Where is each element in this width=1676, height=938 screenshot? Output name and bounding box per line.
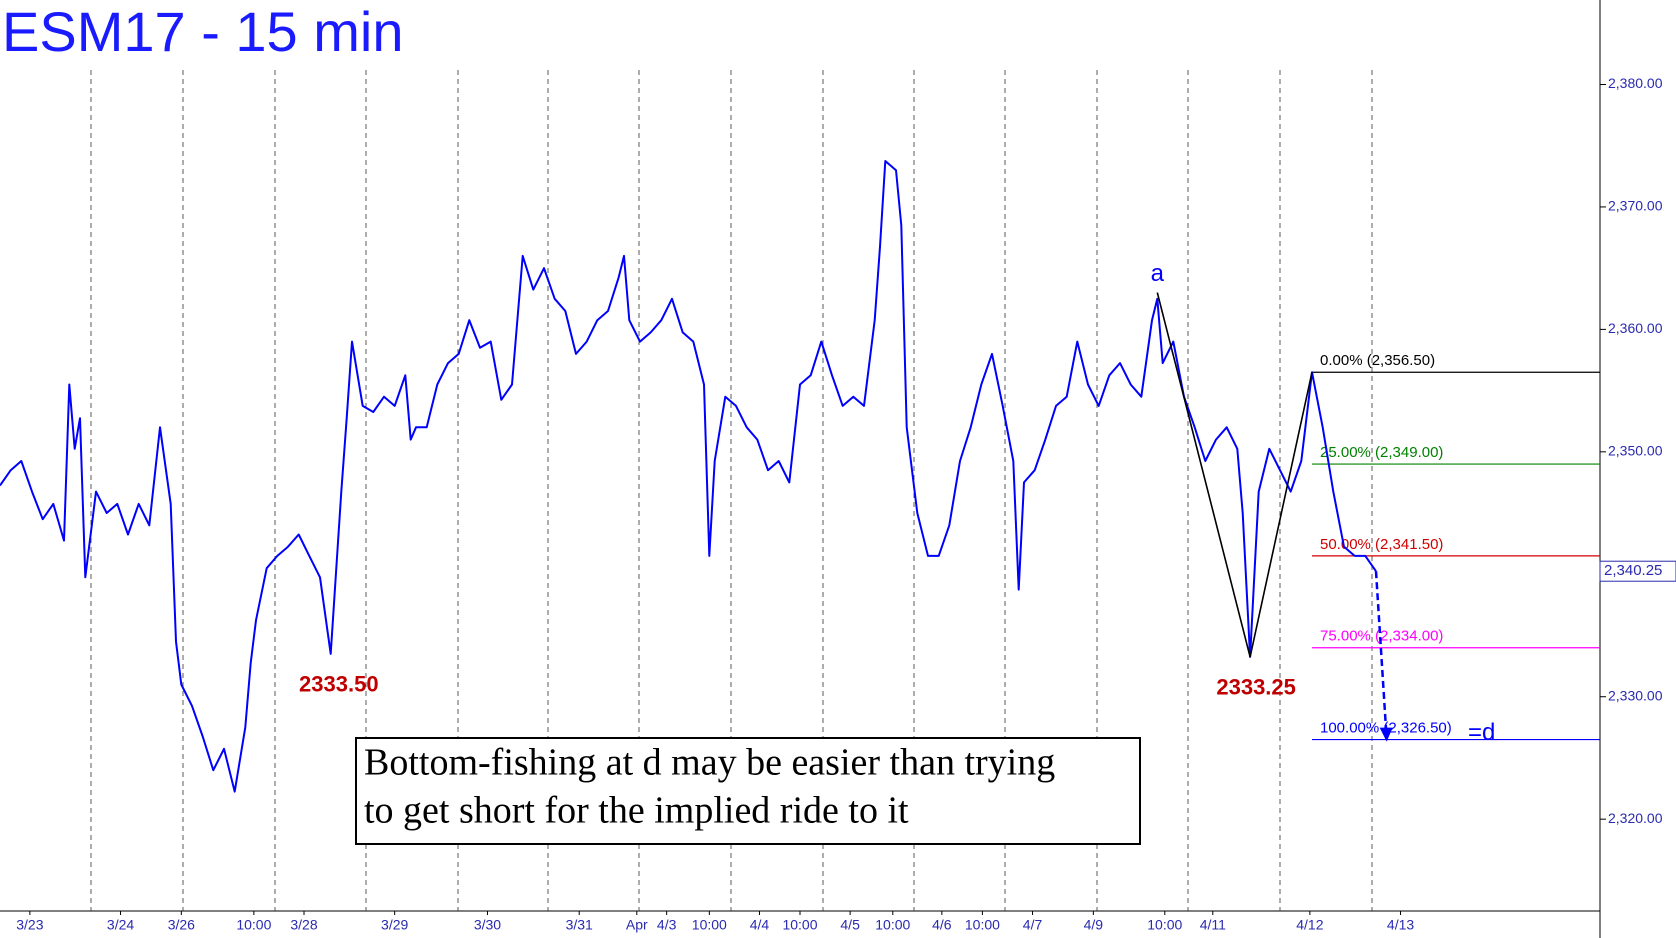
y-tick-label: 2,320.00	[1608, 810, 1663, 826]
x-tick-label: 3/23	[16, 917, 43, 933]
fib-label: 75.00% (2,334.00)	[1320, 628, 1443, 645]
annotation: 2333.25	[1216, 675, 1296, 700]
x-tick-label: 4/13	[1387, 917, 1414, 933]
x-tick-label: 4/4	[750, 917, 770, 933]
last-price-label: 2,340.25	[1604, 562, 1662, 579]
x-tick-label: 4/6	[932, 917, 952, 933]
note-box	[355, 737, 1141, 845]
x-tick-label: Apr	[626, 917, 648, 933]
target-label: =d	[1468, 719, 1495, 746]
x-tick-label: 4/12	[1296, 917, 1323, 933]
fib-label: 0.00% (2,356.50)	[1320, 352, 1435, 369]
x-tick-label: 10:00	[875, 917, 910, 933]
x-tick-label: 10:00	[1147, 917, 1182, 933]
x-tick-label: 10:00	[236, 917, 271, 933]
y-tick-label: 2,380.00	[1608, 75, 1663, 91]
x-tick-label: 4/7	[1023, 917, 1043, 933]
note-text: Bottom-fishing at d may be easier than t…	[364, 742, 1055, 784]
x-tick-label: 10:00	[692, 917, 727, 933]
x-tick-label: 4/9	[1084, 917, 1104, 933]
x-tick-label: 3/31	[566, 917, 593, 933]
arrow-head	[1379, 727, 1393, 742]
fib-label: 50.00% (2,341.50)	[1320, 536, 1443, 553]
price-line	[0, 160, 1377, 793]
x-tick-label: 3/26	[168, 917, 195, 933]
x-tick-label: 10:00	[965, 917, 1000, 933]
x-tick-label: 3/29	[381, 917, 408, 933]
annotation: 2333.50	[299, 672, 379, 697]
x-tick-label: 3/28	[290, 917, 317, 933]
fib-label: 25.00% (2,349.00)	[1320, 444, 1443, 461]
last-price-box	[1599, 560, 1676, 582]
pattern-line	[1156, 292, 1313, 658]
y-tick-label: 2,350.00	[1608, 443, 1663, 459]
chart-title: ESM17 - 15 min	[2, 0, 404, 63]
x-tick-label: 4/11	[1200, 917, 1226, 933]
x-tick-label: 3/30	[474, 917, 501, 933]
note-text: to get short for the implied ride to it	[364, 790, 909, 832]
y-tick-label: 2,370.00	[1608, 198, 1663, 214]
annotation: a	[1151, 260, 1165, 287]
x-tick-label: 4/3	[657, 917, 677, 933]
x-tick-label: 4/5	[840, 917, 860, 933]
x-tick-label: 3/24	[107, 917, 134, 933]
projection-arrow	[1374, 571, 1388, 740]
x-tick-label: 10:00	[782, 917, 817, 933]
y-tick-label: 2,330.00	[1608, 687, 1663, 703]
y-tick-label: 2,360.00	[1608, 320, 1663, 336]
